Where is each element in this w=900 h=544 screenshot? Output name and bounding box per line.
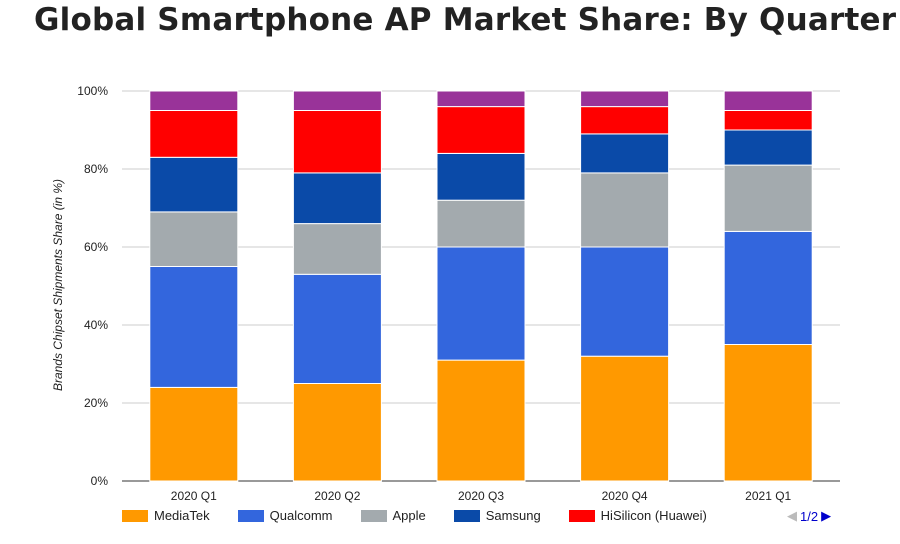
chart-title: Global Smartphone AP Market Share: By Qu… [34,2,897,38]
legend-item[interactable]: Apple [360,508,426,523]
y-tick-label: 40% [84,318,108,332]
chart-legend: MediaTek Qualcomm Apple Samsung HiSilicon (H… [122,508,735,523]
bar-segment[interactable] [149,156,239,213]
bar-segment[interactable] [292,223,382,275]
y-tick-label: 60% [84,240,108,254]
bar-segment[interactable] [292,383,382,482]
x-tick-label: 2020 Q4 [602,489,648,503]
legend-item[interactable]: Samsung [453,508,541,523]
bar-segment[interactable] [723,90,813,111]
bar-segment[interactable] [723,164,813,232]
bar-segment[interactable] [292,273,382,384]
bar-segment[interactable] [436,199,526,248]
bar-segment[interactable] [149,211,239,267]
bar-segment[interactable] [723,110,813,131]
x-tick-label: 2020 Q2 [314,489,360,503]
bar-segment[interactable] [149,266,239,388]
x-tick-label: 2020 Q3 [458,489,504,503]
bar-segment[interactable] [436,90,526,108]
y-tick-label: 0% [91,474,109,488]
bar-segment[interactable] [580,90,670,108]
legend-label: Apple [392,508,426,523]
legend-swatch [360,509,387,522]
bar-segment[interactable] [149,386,239,482]
bar-segment[interactable] [580,172,670,248]
legend-swatch [453,509,480,522]
legend-swatch [122,509,148,522]
legend-label: MediaTek [154,508,210,523]
bar-segment[interactable] [292,90,382,111]
legend-swatch [237,509,264,522]
bar-segment[interactable] [580,133,670,174]
x-tick-label: 2021 Q1 [745,489,791,503]
y-tick-label: 100% [77,84,108,98]
legend-pager: ◀ 1/2 ▶ [787,508,831,524]
bar-segment[interactable] [580,246,670,357]
bar-segment[interactable] [436,152,526,201]
bar-segment[interactable] [580,355,670,482]
y-tick-label: 80% [84,162,108,176]
x-tick-label: 2020 Q1 [171,489,217,503]
pager-label: 1/2 [800,508,819,524]
bar-segment[interactable] [292,110,382,174]
legend-label: Samsung [485,508,541,523]
legend-item[interactable]: MediaTek [122,508,210,523]
bar-segment[interactable] [149,110,239,158]
triangle-right-icon[interactable]: ▶ [821,508,832,523]
legend-item[interactable]: Qualcomm [237,508,333,523]
bar-segment[interactable] [580,106,670,135]
legend-label: Qualcomm [269,508,333,523]
triangle-left-icon[interactable]: ◀ [787,508,797,523]
bar-segment[interactable] [436,106,526,154]
bar-segment[interactable] [436,246,526,361]
legend-item[interactable]: HiSilicon (Huawei) [568,508,707,523]
legend-label: HiSilicon (Huawei) [600,508,707,523]
bar-segment[interactable] [149,90,239,111]
y-tick-label: 20% [84,396,108,410]
legend-swatch [568,509,595,522]
bar-segment[interactable] [723,230,813,345]
bar-segment[interactable] [292,172,382,225]
bar-segment[interactable] [723,344,813,482]
bar-segment[interactable] [436,359,526,482]
bar-segment[interactable] [723,129,813,166]
